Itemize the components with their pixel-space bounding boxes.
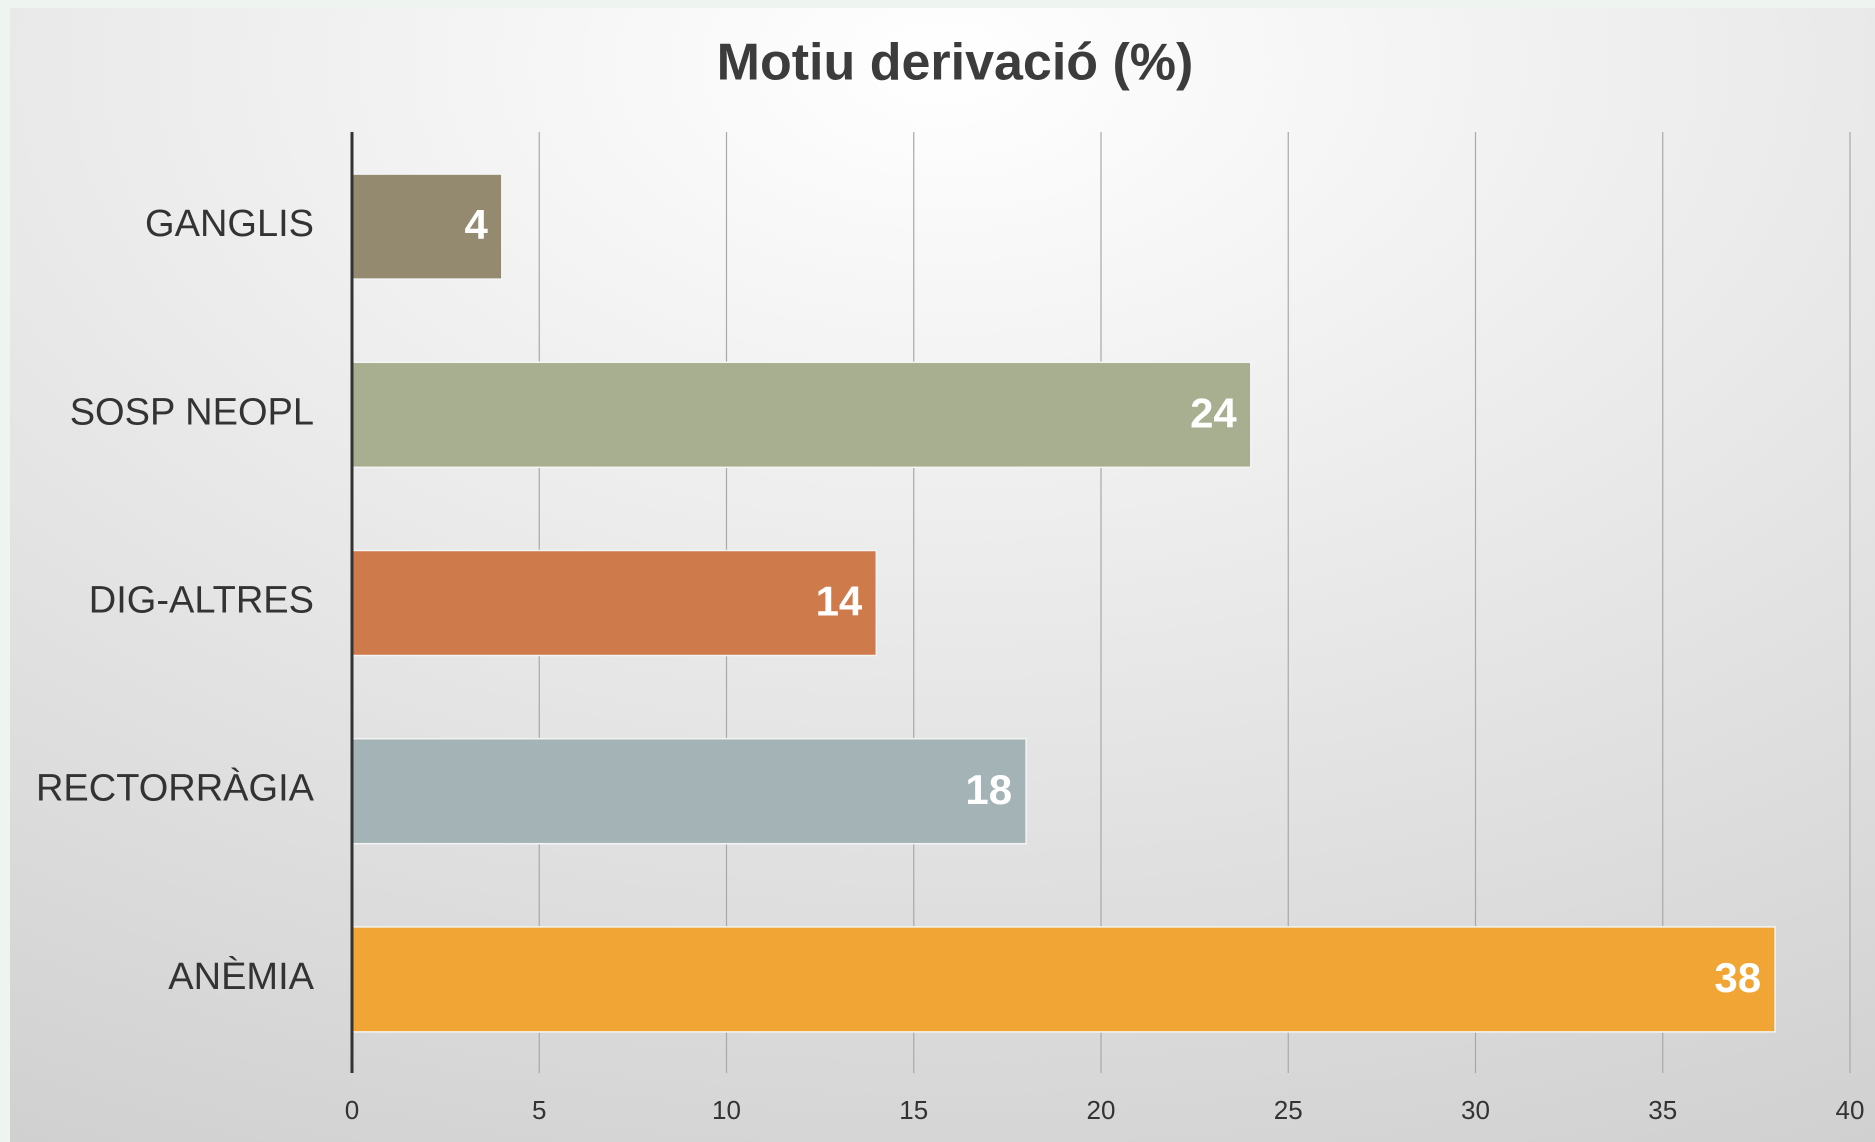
x-tick-label: 5 [532,1095,546,1125]
y-tick-label: SOSP NEOPL [70,391,314,433]
y-tick-label: ANÈMIA [168,955,314,998]
data-label: 4 [464,201,488,248]
data-label: 14 [816,578,863,625]
x-tick-label: 10 [712,1095,741,1125]
bar [351,737,1027,845]
x-tick-label: 35 [1648,1095,1677,1125]
data-label: 24 [1190,389,1237,436]
y-tick-label: RECTORRÀGIA [36,767,315,810]
bar [351,926,1776,1033]
y-tick-label: DIG-ALTRES [89,580,314,622]
x-tick-label: 25 [1274,1095,1303,1125]
data-label: 38 [1714,954,1761,1001]
data-label: 18 [965,766,1012,813]
y-tick-label: GANGLIS [145,203,314,245]
x-tick-label: 30 [1461,1095,1490,1125]
x-tick-label: 20 [1087,1095,1116,1125]
bar [351,173,503,280]
x-tick-label: 0 [345,1095,359,1125]
chart-title: Motiu derivació (%) [717,34,1194,92]
bar [351,549,878,657]
bar [351,361,1252,469]
x-tick-label: 40 [1836,1095,1865,1125]
x-tick-label: 15 [899,1095,928,1125]
